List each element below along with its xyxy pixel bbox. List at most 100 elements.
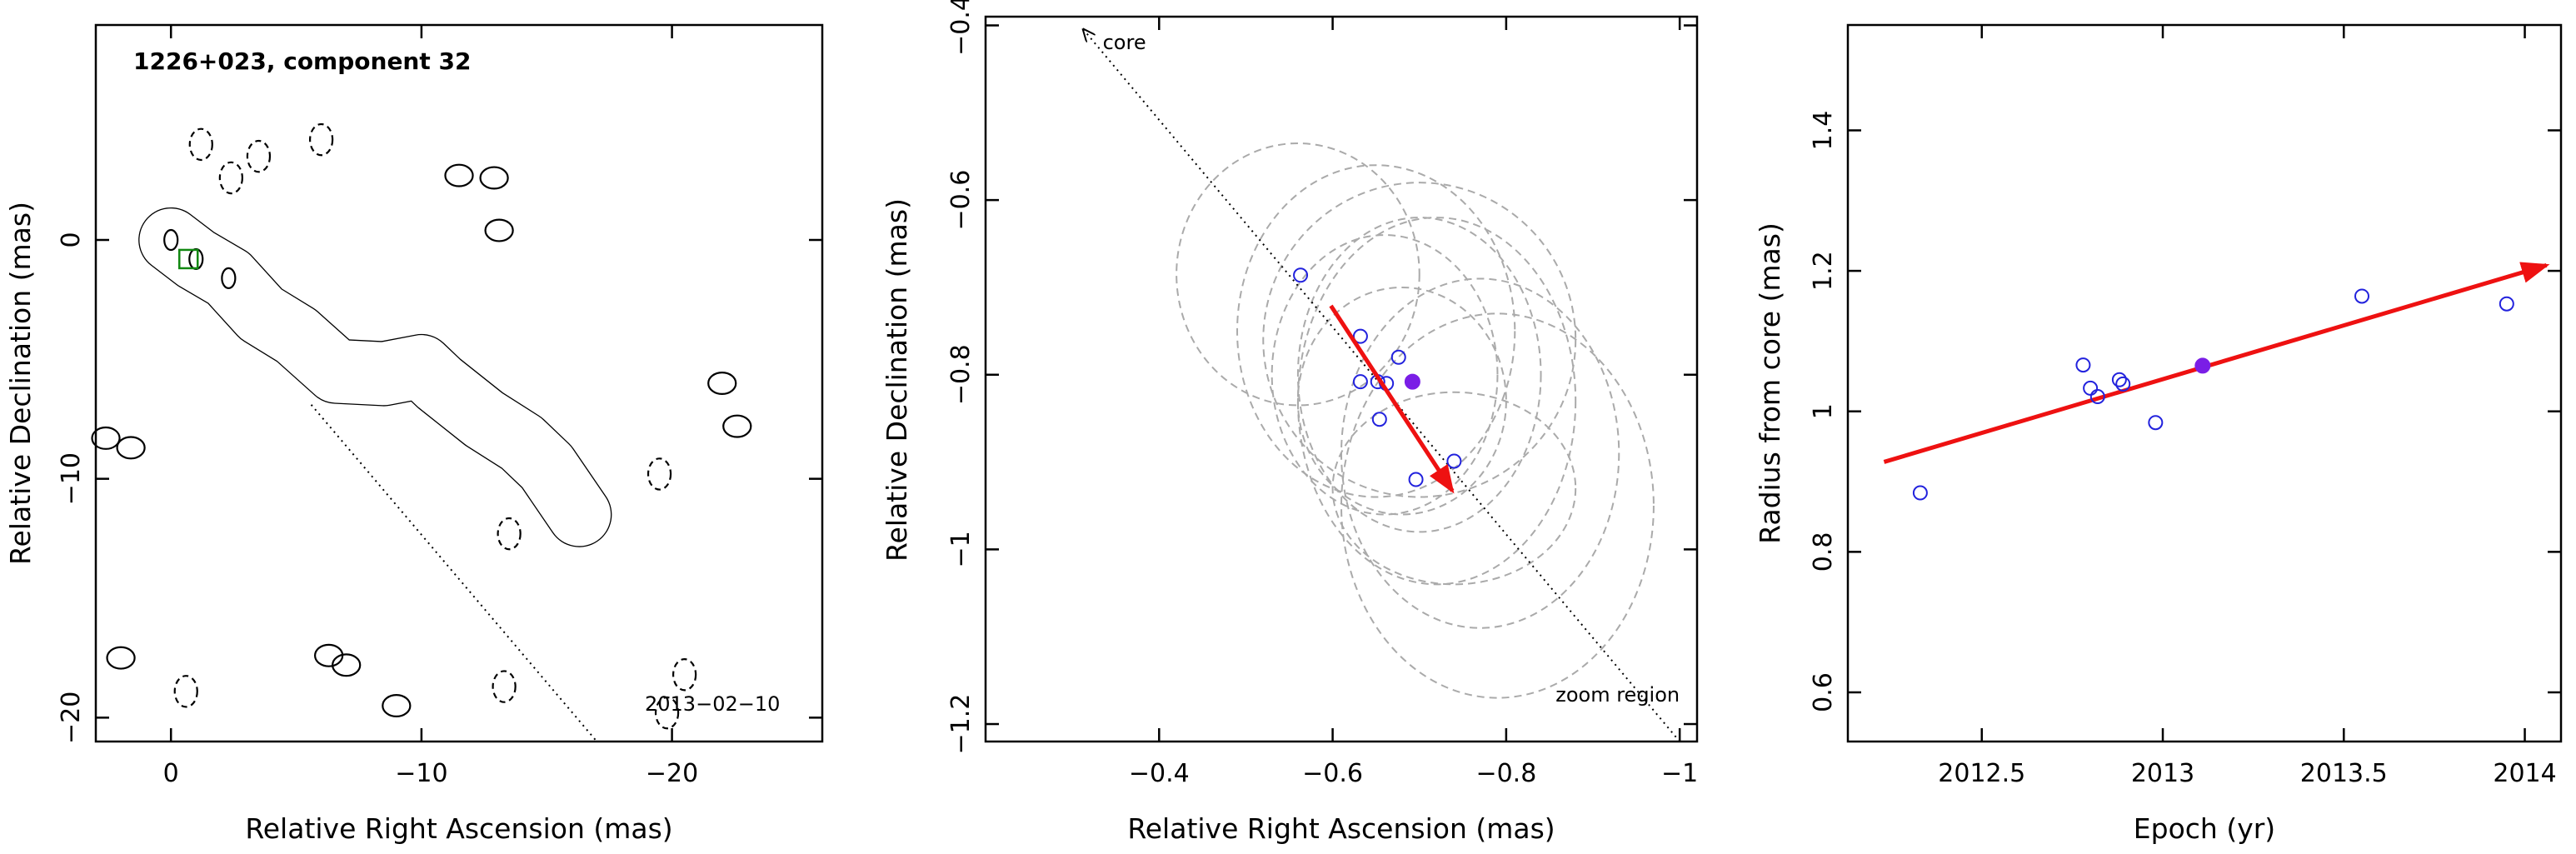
negative-contour <box>671 657 697 692</box>
negative-contour <box>497 517 522 551</box>
component-32-marker-box <box>178 248 199 270</box>
x-tick-labels: 2012.5 2013 2013.5 2014 <box>1938 759 2556 788</box>
y-tick-label: −0.6 <box>946 170 976 231</box>
negative-contour <box>173 675 198 708</box>
x-tick-label: 2013.5 <box>2300 759 2388 788</box>
positive-contour <box>116 436 146 460</box>
negative-contour <box>646 457 672 491</box>
uncertainty-ellipse <box>1296 217 1577 586</box>
y-tick-label: 1.2 <box>1809 251 1838 291</box>
contour-plot-area <box>91 122 752 730</box>
data-point <box>1390 349 1406 365</box>
core-annotation: core <box>1103 31 1146 54</box>
radius-points <box>1912 288 2514 501</box>
x-axis-label: Relative Right Ascension (mas) <box>245 812 672 845</box>
x-tick-label: 0 <box>163 759 179 788</box>
positive-contour <box>382 693 412 717</box>
y-tick-label: −1 <box>946 531 976 567</box>
data-point <box>1912 485 1928 501</box>
positive-contour <box>484 218 514 242</box>
x-tick-labels: −0.4 −0.6 −0.8 −1 <box>1129 759 1698 788</box>
y-tick-label: 0 <box>57 232 86 247</box>
data-point <box>2111 372 2127 387</box>
data-point <box>2089 389 2105 405</box>
contour-knot <box>221 267 237 289</box>
y-tick-labels: 0 −10 −20 <box>57 232 86 744</box>
uncertainty-ellipse <box>1340 312 1655 699</box>
y-axis-label: Radius from core (mas) <box>1754 222 1786 544</box>
negative-contour <box>654 696 680 730</box>
data-point <box>1352 374 1368 390</box>
x-axis-label: Epoch (yr) <box>2134 812 2275 845</box>
epoch-label: 2013−02−10 <box>645 692 780 716</box>
uncertainty-ellipse <box>1331 391 1577 586</box>
dotted-line <box>310 404 598 742</box>
x-tick-label: 2012.5 <box>1938 759 2025 788</box>
linear-fit-arrow <box>1883 262 2550 464</box>
data-point <box>2354 288 2370 304</box>
uncertainty-ellipse <box>1296 217 1542 533</box>
data-point <box>2083 380 2099 396</box>
y-tick-label: −0.4 <box>946 0 976 56</box>
uncertainty-ellipse <box>1176 142 1420 407</box>
positive-contour <box>479 166 509 190</box>
negative-contour <box>188 127 213 162</box>
x-tick-labels: 0 −10 −20 <box>163 759 699 788</box>
x-tick-label: −10 <box>395 759 447 788</box>
current-epoch-point <box>1404 373 1420 390</box>
positive-contour <box>106 646 136 670</box>
data-point <box>2075 357 2091 373</box>
position-uncertainty-ellipses <box>1176 142 1655 699</box>
fit-arrow <box>1883 262 2550 464</box>
panel-contour-map: 0 −10 −20 0 −10 −20 1226+023, component 32 2… <box>4 23 824 845</box>
x-tick-label: −0.8 <box>1475 759 1536 788</box>
x-tick-label: −20 <box>646 759 698 788</box>
y-axis-label: Relative Declination (mas) <box>881 198 913 562</box>
uncertainty-ellipse <box>1271 234 1499 516</box>
data-point <box>1371 412 1387 427</box>
zoom-region-annotation: zoom region <box>1555 683 1680 707</box>
y-tick-label: 1.4 <box>1809 111 1838 151</box>
positive-contour <box>444 163 474 187</box>
y-tick-label: −10 <box>57 452 86 505</box>
negative-contour <box>492 670 517 703</box>
axis-ticks <box>986 17 1697 742</box>
red-arrow <box>1329 304 1455 494</box>
uncertainty-ellipse <box>1340 277 1620 629</box>
data-point <box>2499 296 2514 312</box>
y-tick-label: −20 <box>57 692 86 744</box>
uncertainty-ellipse <box>1236 164 1516 498</box>
y-tick-label: −1.2 <box>946 694 976 755</box>
contour-gap <box>139 208 612 547</box>
data-point <box>1446 453 1462 469</box>
y-tick-label: 0.6 <box>1809 672 1838 712</box>
data-point <box>1293 267 1309 283</box>
axis-ticks <box>96 25 822 742</box>
negative-contour <box>308 122 334 157</box>
panel-title: 1226+023, component 32 <box>133 47 471 75</box>
x-tick-label: −0.4 <box>1129 759 1190 788</box>
panel-radius-vs-epoch: 2012.5 2013 2013.5 2014 0.6 0.8 1 1.2 1.4 Epoch… <box>1754 23 2563 845</box>
y-tick-label: 0.8 <box>1809 532 1838 572</box>
x-axis-label: Relative Right Ascension (mas) <box>1127 812 1555 845</box>
jet-direction-line <box>310 404 598 742</box>
positive-contour <box>722 414 752 438</box>
positive-contour <box>332 653 362 677</box>
component-positions <box>1293 267 1462 487</box>
y-tick-labels: −0.4 −0.6 −0.8 −1 −1.2 <box>946 0 976 754</box>
negative-contour <box>218 161 244 195</box>
current-epoch-point <box>2194 357 2211 374</box>
y-tick-label: 1 <box>1809 403 1838 419</box>
axis-ticks <box>1848 25 2561 742</box>
x-tick-label: −0.6 <box>1302 759 1363 788</box>
y-axis-label: Relative Declination (mas) <box>4 202 37 565</box>
x-tick-label: −1 <box>1661 759 1698 788</box>
plot-frame <box>1846 23 2563 743</box>
panel-zoom-region: −0.4 −0.6 −0.8 −1 −0.4 −0.6 −0.8 −1 −1.2 core z… <box>881 0 1698 845</box>
plot-frame <box>984 15 1699 743</box>
data-point <box>2115 376 2131 392</box>
y-tick-label: −0.8 <box>946 344 976 405</box>
x-tick-label: 2013 <box>2131 759 2194 788</box>
data-point <box>2148 415 2164 431</box>
